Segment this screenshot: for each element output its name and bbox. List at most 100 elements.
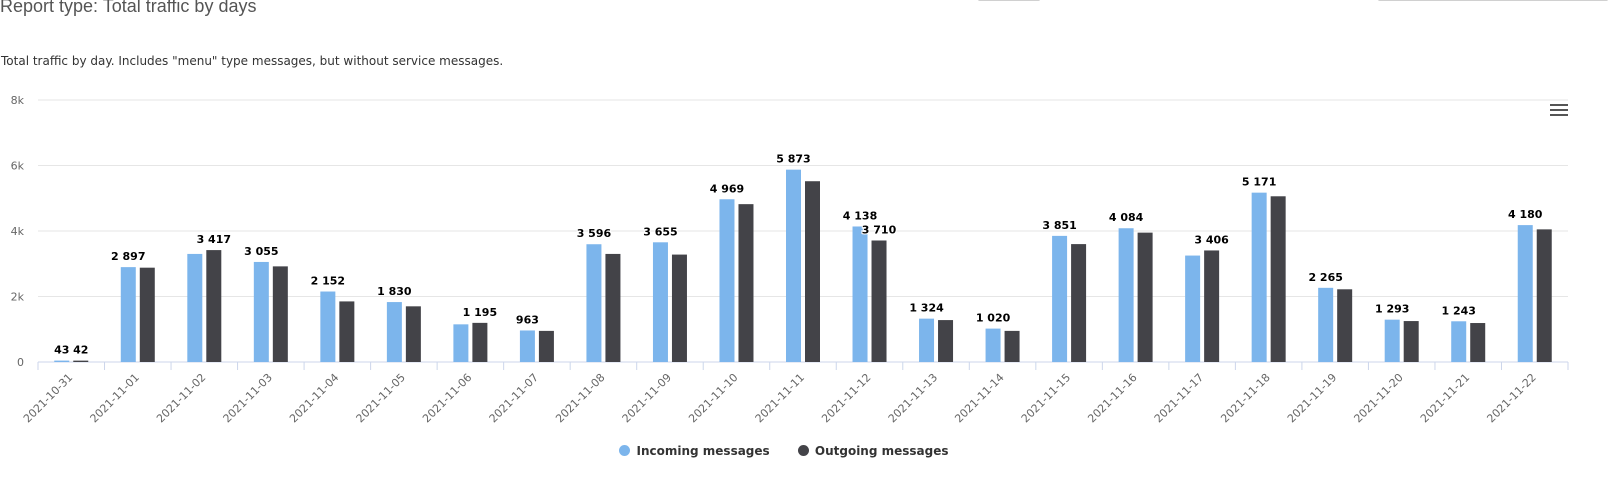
- data-label: 3 710: [862, 223, 897, 236]
- y-tick-label: 2k: [11, 291, 25, 304]
- x-tick-label: 2021-11-21: [1418, 371, 1472, 425]
- bar-incoming: [985, 328, 1001, 362]
- data-label: 3 417: [197, 233, 231, 246]
- bar-outgoing: [671, 254, 687, 362]
- bar-outgoing: [206, 250, 222, 362]
- bar-outgoing: [738, 204, 754, 362]
- x-tick-label: 2021-11-16: [1085, 371, 1139, 425]
- data-label: 3 406: [1194, 233, 1229, 246]
- data-label: 1 195: [463, 306, 497, 319]
- x-tick-label: 2021-11-05: [354, 371, 408, 425]
- top-control-right[interactable]: [1378, 0, 1608, 1]
- bar-incoming: [786, 169, 801, 362]
- data-label: 3 055: [244, 245, 278, 258]
- x-tick-label: 2021-11-09: [620, 371, 674, 425]
- x-tick-label: 2021-11-17: [1152, 371, 1206, 425]
- data-label: 4 180: [1508, 208, 1543, 221]
- bar-outgoing: [938, 320, 954, 362]
- bar-outgoing: [605, 253, 621, 362]
- top-control-left[interactable]: [978, 0, 1040, 1]
- bar-incoming: [1052, 235, 1068, 362]
- bar-outgoing: [538, 330, 554, 362]
- bar-outgoing: [1071, 244, 1087, 362]
- x-tick-label: 2021-11-22: [1484, 371, 1538, 425]
- legend-marker-outgoing: [797, 445, 809, 456]
- x-tick-label: 2021-11-04: [287, 371, 341, 425]
- bar-incoming: [253, 261, 269, 362]
- bar-incoming: [1451, 321, 1467, 362]
- bar-outgoing: [472, 322, 488, 362]
- data-label: 4 969: [710, 182, 744, 195]
- bar-incoming: [1318, 287, 1334, 362]
- y-tick-label: 8k: [11, 94, 25, 107]
- legend-item-incoming[interactable]: Incoming messages: [619, 444, 770, 458]
- bar-incoming: [1118, 228, 1134, 362]
- data-label: 2 897: [111, 250, 145, 263]
- legend-label-outgoing: Outgoing messages: [814, 444, 949, 458]
- x-tick-label: 2021-11-03: [221, 371, 275, 425]
- bar-outgoing: [1337, 289, 1353, 362]
- hamburger-menu-icon[interactable]: [1550, 104, 1568, 120]
- x-tick-label: 2021-11-08: [553, 371, 607, 425]
- y-tick-label: 0: [17, 356, 24, 369]
- data-label: 43: [54, 344, 69, 357]
- x-tick-label: 2021-11-01: [88, 371, 142, 425]
- bar-outgoing: [405, 306, 421, 362]
- bar-outgoing: [1536, 229, 1552, 362]
- x-tick-label: 2021-11-12: [819, 371, 873, 425]
- bar-outgoing: [1403, 321, 1419, 362]
- data-label: 2 152: [311, 275, 345, 288]
- bar-incoming: [1384, 319, 1400, 362]
- y-tick-label: 6k: [11, 160, 25, 173]
- data-label: 963: [516, 313, 539, 326]
- data-label: 42: [73, 344, 88, 357]
- x-tick-label: 2021-11-20: [1351, 371, 1405, 425]
- data-label: 3 596: [577, 227, 612, 240]
- data-label: 5 873: [776, 153, 810, 166]
- bar-incoming: [453, 324, 469, 362]
- bar-incoming: [852, 226, 868, 362]
- bar-incoming: [652, 242, 668, 362]
- bar-outgoing: [1270, 196, 1286, 362]
- report-title: Report type: Total traffic by days: [0, 0, 257, 16]
- x-tick-label: 2021-11-15: [1019, 371, 1073, 425]
- data-label: 1 293: [1375, 303, 1409, 316]
- x-tick-label: 2021-10-31: [21, 371, 75, 425]
- report-description: Total traffic by day. Includes "menu" ty…: [1, 54, 504, 68]
- bar-outgoing: [73, 360, 89, 362]
- data-label: 1 324: [909, 302, 944, 315]
- legend-marker-incoming: [619, 445, 631, 456]
- bar-incoming: [187, 253, 203, 362]
- x-tick-label: 2021-11-11: [753, 371, 807, 425]
- data-label: 1 830: [377, 285, 412, 298]
- bar-incoming: [919, 318, 935, 362]
- x-tick-label: 2021-11-02: [154, 371, 208, 425]
- x-tick-label: 2021-11-13: [886, 371, 940, 425]
- x-tick-label: 2021-11-19: [1285, 371, 1339, 425]
- bar-outgoing: [272, 266, 288, 362]
- chart-legend: Incoming messages Outgoing messages: [0, 444, 1568, 458]
- data-label: 5 171: [1242, 176, 1276, 189]
- data-label: 2 265: [1308, 271, 1342, 284]
- bar-outgoing: [339, 301, 355, 362]
- bar-incoming: [386, 302, 402, 362]
- data-label: 3 655: [643, 225, 677, 238]
- bar-incoming: [719, 199, 735, 362]
- legend-label-incoming: Incoming messages: [636, 444, 770, 458]
- bar-outgoing: [805, 181, 820, 362]
- data-label: 4 138: [843, 209, 877, 222]
- y-tick-label: 4k: [11, 225, 25, 238]
- bar-incoming: [320, 291, 336, 362]
- data-label: 3 851: [1042, 219, 1076, 232]
- x-tick-label: 2021-11-10: [686, 371, 740, 425]
- legend-item-outgoing[interactable]: Outgoing messages: [797, 444, 949, 458]
- bar-outgoing: [1470, 323, 1486, 362]
- bar-incoming: [120, 267, 136, 362]
- x-tick-label: 2021-11-14: [952, 371, 1006, 425]
- data-label: 1 243: [1441, 304, 1475, 317]
- data-label: 4 084: [1109, 211, 1144, 224]
- bar-incoming: [586, 244, 602, 362]
- bar-outgoing: [1137, 232, 1153, 362]
- x-tick-label: 2021-11-06: [420, 371, 474, 425]
